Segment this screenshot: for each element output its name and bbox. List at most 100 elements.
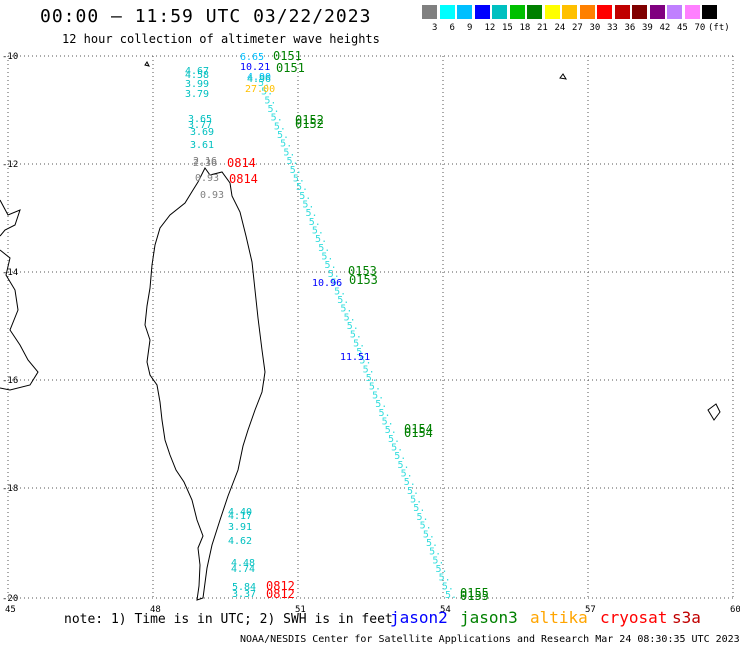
track-sample: 5.	[413, 503, 425, 514]
track-sample: 5.	[404, 477, 416, 488]
wave-height-label: 4.58	[185, 70, 209, 81]
scale-label: 45	[677, 23, 688, 33]
track-sample: 5.	[363, 364, 375, 375]
track-sample: 5.	[321, 252, 333, 263]
track-sample: 5.	[385, 425, 397, 436]
track-sample: 5.	[277, 130, 289, 141]
scale-swatch	[527, 5, 542, 19]
track-sample: 5.	[435, 564, 447, 575]
wave-height-label: 3.99	[185, 79, 209, 90]
scale-label: 6	[449, 23, 455, 33]
island-small	[559, 73, 567, 80]
track-sample: 5.	[299, 191, 311, 202]
track-sample: 5.	[325, 260, 337, 271]
scale-swatch	[597, 5, 612, 19]
wave-height-label: 6.65	[240, 52, 264, 63]
scale-label: 21	[537, 23, 548, 33]
scale-label: 9	[467, 23, 473, 33]
track-sample: 5.	[334, 286, 346, 297]
track-sample: 5.	[337, 295, 349, 306]
track-sample: 5.	[261, 87, 273, 98]
scale-swatch	[562, 5, 577, 19]
coastline-africa	[0, 199, 39, 391]
track-sample: 5.	[420, 521, 432, 532]
wave-height-label: 4.40	[228, 507, 252, 518]
track-sample: 5.	[366, 373, 378, 384]
track-sample: 5.	[344, 312, 356, 323]
track-sample: 5.	[350, 330, 362, 341]
track-sample: 5.	[328, 269, 340, 280]
wave-height-label: 3.61	[190, 140, 214, 151]
wave-height-label: 3.77	[188, 120, 212, 131]
track-sample: 5.	[290, 165, 302, 176]
track-sample: 5.	[432, 555, 444, 566]
lon-tick-label: 48	[150, 605, 161, 615]
wave-height-label: 4.67	[185, 66, 209, 77]
page-subtitle: 12 hour collection of altimeter wave hei…	[62, 32, 380, 46]
wave-height-label: 2.36	[193, 158, 217, 169]
scale-swatch	[492, 5, 507, 19]
scale-label: 39	[642, 23, 653, 33]
scale-swatch	[509, 5, 525, 19]
island-reunion	[707, 403, 721, 421]
track-sample: 5.	[356, 347, 368, 358]
scale-swatch	[422, 5, 437, 19]
wave-height-label: 4.62	[228, 536, 252, 547]
track-sample: 5.	[388, 434, 400, 445]
page-title: 00:00 – 11:59 UTC 03/22/2023	[40, 6, 372, 27]
scale-label: 36	[624, 23, 636, 33]
track-sample: 5.	[287, 156, 299, 167]
track-sample: 5.	[315, 234, 327, 245]
track-labels: 0151015101520152015301530154015401550155…	[185, 49, 489, 603]
time-label: 0153	[348, 264, 377, 278]
satellite-track: 5.5.5.5.5.5.5.5.5.5.5.5.5.5.5.5.5.5.5.5.…	[258, 78, 457, 601]
time-label: 0154	[404, 426, 433, 440]
time-label: 0152	[295, 113, 324, 127]
track-sample: 5.	[407, 486, 419, 497]
track-sample: 5.	[439, 573, 451, 584]
time-label: 0152	[295, 117, 324, 131]
track-sample: 5.	[268, 104, 280, 115]
scale-label: 3	[432, 23, 438, 33]
lat-tick-label: -14	[2, 268, 18, 278]
scale-label: 30	[589, 23, 601, 33]
wave-height-label: 4.90	[247, 72, 271, 83]
track-sample: 5.	[369, 382, 381, 393]
track-sample: 5.	[347, 321, 359, 332]
scale-swatch	[702, 5, 717, 19]
track-sample: 5.	[264, 95, 276, 106]
lon-tick-label: 60	[730, 605, 740, 615]
wave-height-label: 10.96	[312, 278, 342, 289]
track-sample: 5.	[274, 121, 286, 132]
lat-tick-label: -12	[2, 160, 18, 170]
track-sample: 5.	[426, 538, 438, 549]
track-sample: 5.	[442, 581, 454, 592]
lat-tick-label: -18	[2, 484, 18, 494]
time-label: 0814	[227, 156, 256, 170]
scale-swatch	[632, 5, 647, 19]
wave-height-label: 3.91	[228, 522, 252, 533]
track-sample: 5.	[416, 512, 428, 523]
scale-swatch	[614, 5, 630, 19]
scale-unit: (ft)	[708, 23, 730, 33]
track-sample: 5.	[280, 139, 292, 150]
time-label: 0814	[229, 172, 258, 186]
scale-label: 42	[659, 23, 671, 33]
track-sample: 5.	[331, 278, 343, 289]
wave-height-label: 4.74	[231, 564, 255, 575]
track-sample: 5.	[359, 356, 371, 367]
track-sample: 5.	[382, 416, 394, 427]
satellite-s3a: s3a	[672, 608, 701, 627]
track-sample: 5.	[372, 390, 384, 401]
scale-swatch	[439, 5, 455, 19]
track-sample: 5.	[391, 442, 403, 453]
wave-height-label: 10.21	[240, 62, 270, 73]
track-sample: 5.	[258, 78, 270, 89]
lon-tick-label: 45	[5, 605, 16, 615]
scale-label: 27	[572, 23, 583, 33]
track-sample: 5.	[423, 529, 435, 540]
footnote: note: 1) Time is in UTC; 2) SWH is in fe…	[64, 612, 393, 627]
time-label: 0151	[276, 61, 305, 75]
